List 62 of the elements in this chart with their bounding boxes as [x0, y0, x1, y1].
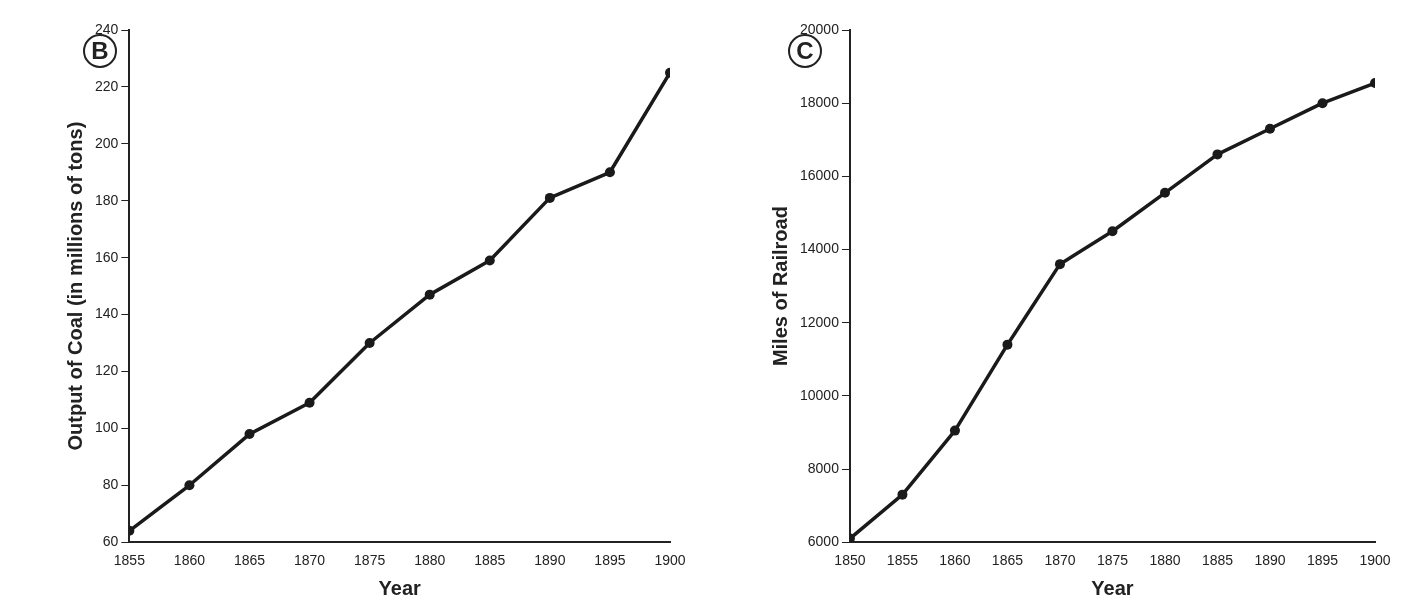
x-tick-label: 1870 — [293, 552, 326, 569]
y-tick-label: 14000 — [799, 240, 840, 257]
y-tick-label: 12000 — [799, 313, 840, 330]
chart-title: C — [796, 37, 814, 64]
x-tick-label: 1900 — [654, 552, 686, 569]
y-tick-label: 140 — [95, 305, 119, 322]
point — [1054, 259, 1065, 270]
x-tick-label: 1890 — [1254, 552, 1286, 569]
x-tick-label: 1850 — [834, 552, 866, 569]
y-tick-label: 10000 — [799, 386, 840, 403]
point — [604, 167, 615, 178]
y-tick-label: 18000 — [799, 94, 840, 111]
point — [484, 255, 495, 266]
x-tick-label: 1895 — [1306, 552, 1339, 569]
x-tick-label: 1885 — [474, 552, 506, 569]
y-tick-label: 16000 — [799, 167, 840, 184]
y-tick-label: 20000 — [799, 20, 840, 37]
x-axis-title: Year — [1091, 576, 1134, 599]
y-tick-label: 220 — [95, 77, 119, 94]
chart-title: B — [91, 37, 109, 64]
x-tick-label: 1865 — [991, 552, 1024, 569]
x-tick-label: 1895 — [594, 552, 626, 569]
x-tick-label: 1870 — [1044, 552, 1076, 569]
point — [1159, 187, 1170, 198]
x-tick-label: 1875 — [354, 552, 386, 569]
point — [544, 192, 555, 203]
point — [1002, 339, 1013, 350]
y-axis-title: Output of Coal (in millions of tons) — [63, 121, 86, 451]
x-tick-label: 1890 — [534, 552, 566, 569]
x-axis-title: Year — [378, 576, 422, 599]
point — [1264, 123, 1275, 134]
y-tick-label: 8000 — [807, 459, 840, 476]
x-tick-label: 1855 — [113, 552, 146, 569]
x-tick-label: 1855 — [886, 552, 919, 569]
y-tick-label: 240 — [95, 20, 119, 37]
point — [244, 429, 255, 440]
x-tick-label: 1900 — [1359, 552, 1391, 569]
x-tick-label: 1860 — [939, 552, 971, 569]
y-tick-label: 120 — [95, 362, 119, 379]
x-tick-label: 1865 — [233, 552, 266, 569]
x-tick-label: 1860 — [173, 552, 206, 569]
point — [184, 480, 195, 491]
x-tick-label: 1875 — [1096, 552, 1129, 569]
x-tick-label: 1885 — [1201, 552, 1234, 569]
point — [949, 425, 960, 436]
x-tick-label: 1880 — [414, 552, 446, 569]
point — [1317, 98, 1328, 109]
y-tick-label: 6000 — [807, 533, 840, 550]
point — [424, 289, 435, 300]
y-tick-label: 160 — [95, 248, 119, 265]
point — [897, 489, 908, 500]
x-tick-label: 1880 — [1149, 552, 1181, 569]
point — [364, 338, 375, 349]
point — [1107, 226, 1118, 237]
y-tick-label: 80 — [102, 476, 119, 493]
y-tick-label: 180 — [95, 191, 119, 208]
y-tick-label: 200 — [95, 134, 119, 151]
y-tick-label: 60 — [102, 533, 119, 550]
y-tick-label: 100 — [95, 419, 119, 436]
y-axis-title: Miles of Railroad — [768, 206, 791, 367]
point — [1212, 149, 1223, 160]
point — [304, 397, 315, 408]
